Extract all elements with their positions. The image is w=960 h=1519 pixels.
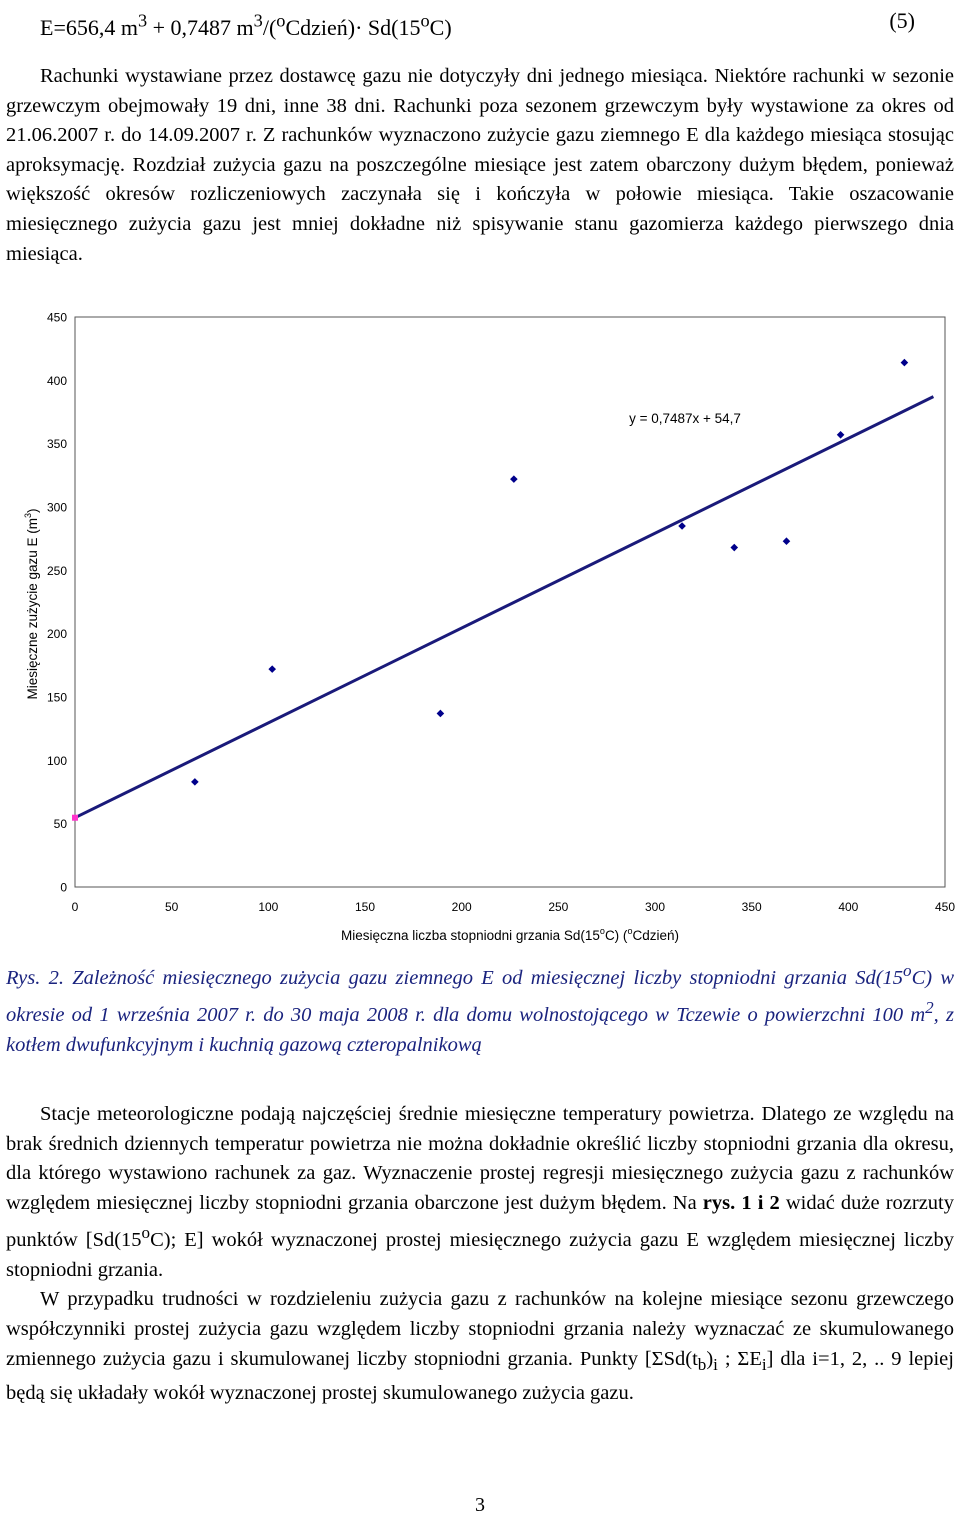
y-tick-label: 50	[54, 817, 68, 831]
x-tick-label: 0	[72, 900, 79, 914]
x-tick-label: 350	[742, 900, 762, 914]
y-tick-label: 150	[47, 691, 67, 705]
scatter-chart: 0 50 100 150 200 250 300 350 400 450 0 50 100 150 200…	[23, 311, 956, 944]
plot-area	[74, 316, 946, 888]
points-layer	[72, 358, 909, 821]
data-point	[678, 522, 686, 530]
data-point	[191, 778, 199, 786]
x-tick-label: 250	[548, 900, 568, 914]
data-point	[782, 537, 791, 545]
paragraph-billing: Rachunki wystawiane przez dostawcę gazu …	[6, 65, 954, 265]
paragraph-meteorology: Stacje meteorologiczne podają najczęście…	[6, 1103, 955, 1405]
equation-text: E=656,4 m3 + 0,7487 m3/(oCdzień)· Sd(15o…	[40, 11, 452, 41]
page-number: 3	[475, 1494, 485, 1516]
equation-5: E=656,4 m3 + 0,7487 m3/(oCdzień)· Sd(15o…	[40, 6, 915, 43]
data-point	[436, 709, 445, 718]
x-tick-label: 50	[165, 900, 179, 914]
x-axis-title: Miesięczna liczba stopniodni grzania Sd(…	[341, 926, 679, 943]
y-tick-label: 300	[47, 501, 67, 515]
x-tick-label: 300	[645, 900, 665, 914]
data-point	[268, 665, 276, 673]
figure-caption: Rys. 2. Zależność miesięcznego zużycia g…	[6, 961, 954, 1056]
y-tick-label: 0	[60, 881, 67, 895]
x-tick-label: 100	[258, 900, 278, 914]
y-tick-label: 400	[47, 374, 67, 388]
y-axis-ticks: 0 50 100 150 200 250 300 350 400 450	[47, 311, 67, 895]
data-point	[836, 431, 845, 439]
x-tick-label: 450	[935, 900, 955, 914]
y-tick-label: 250	[47, 564, 67, 578]
x-axis-ticks: 0 50 100 150 200 250 300 350 400 450	[72, 900, 956, 914]
y-tick-label: 100	[47, 754, 67, 768]
x-tick-label: 400	[838, 900, 858, 914]
y-axis-title: Miesięczne zużycie gazu E (m3)	[23, 508, 40, 699]
regression-layer	[74, 395, 935, 820]
regression-line	[74, 395, 935, 820]
intercept-point	[72, 814, 78, 821]
x-tick-label: 150	[355, 900, 375, 914]
plot-frame	[74, 316, 946, 888]
y-tick-label: 200	[47, 627, 67, 641]
regression-equation-label: y = 0,7487x + 54,7	[629, 411, 741, 426]
y-tick-label: 350	[47, 437, 67, 451]
y-tick-label: 450	[47, 311, 67, 325]
x-tick-label: 200	[452, 900, 472, 914]
data-point	[900, 358, 909, 367]
data-point	[510, 475, 518, 483]
equation-number: (5)	[889, 8, 915, 33]
